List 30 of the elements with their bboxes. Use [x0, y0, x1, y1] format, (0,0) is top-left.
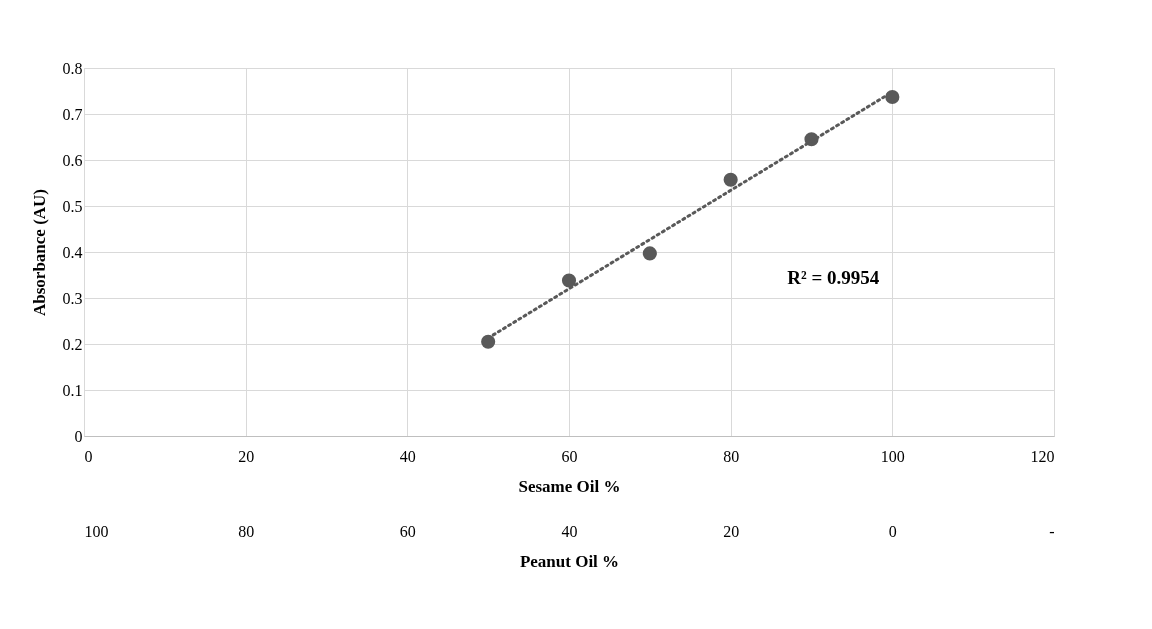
point [481, 334, 496, 349]
x-tick-label: 60 [561, 447, 578, 465]
point [561, 273, 577, 288]
x2-tick-label: 60 [399, 522, 416, 540]
y-axis-title: Absorbance (AU) [29, 188, 49, 317]
x-axis-title: Sesame Oil % [518, 476, 621, 496]
point [642, 246, 657, 261]
y-tick-label: 0.3 [62, 289, 83, 307]
x2-axis-title: Peanut Oil % [519, 551, 620, 571]
x2-tick-label: 80 [238, 522, 255, 540]
y-tick-label: 0.8 [62, 59, 83, 77]
y-tick-label: 0.7 [62, 105, 83, 123]
x2-tick-label: 100 [84, 522, 109, 540]
y-tick-label: 0.2 [62, 335, 83, 353]
point [723, 172, 738, 187]
annotation: R² = 0.9954 [787, 266, 880, 288]
y-tick-label: 0.1 [62, 381, 83, 399]
x-tick-label: 120 [1030, 447, 1055, 465]
y-tick-label: 0.5 [62, 197, 83, 215]
y-tick-label: 0.6 [62, 151, 83, 169]
x2-tick-label: 20 [723, 522, 740, 540]
y-tick-label: 0 [74, 427, 83, 445]
x-tick-label: 40 [399, 447, 416, 465]
x-tick-label: 20 [238, 447, 255, 465]
x2-tick-label: 40 [561, 522, 578, 540]
y-tick-label: 0.4 [62, 243, 83, 261]
x2-tick-label: - [1049, 522, 1055, 540]
x-tick-label: 80 [723, 447, 740, 465]
x-tick-label: 100 [880, 447, 905, 465]
x2-tick-label: 0 [888, 522, 897, 540]
